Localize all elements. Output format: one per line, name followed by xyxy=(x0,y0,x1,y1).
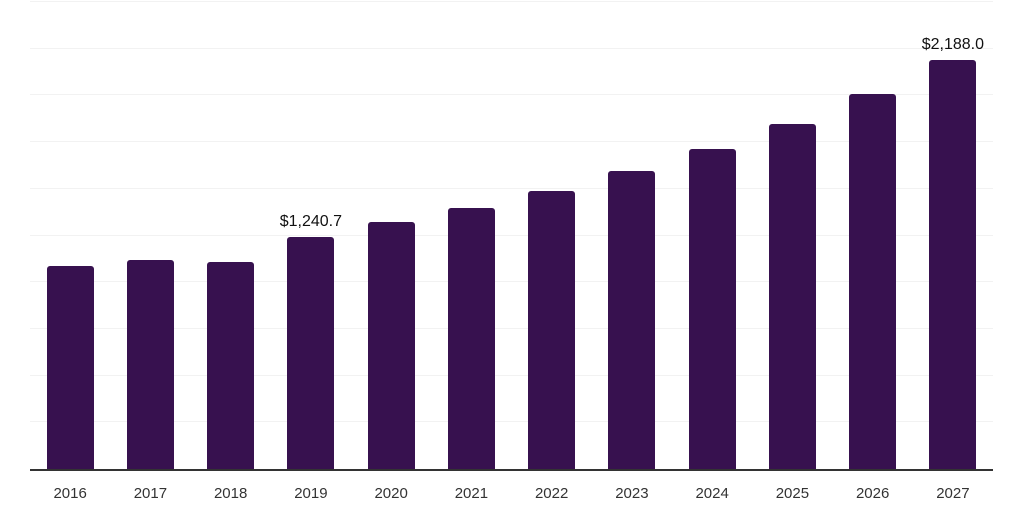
x-tick-2025: 2025 xyxy=(775,485,810,502)
bar-2019 xyxy=(287,237,335,469)
x-tick-2023: 2023 xyxy=(615,485,649,502)
gridline-1000 xyxy=(30,281,993,283)
bar-2023 xyxy=(608,170,656,469)
gridline-500 xyxy=(30,374,993,376)
gridline-1250 xyxy=(30,234,993,236)
bar-2025 xyxy=(768,123,816,469)
x-tick-2026: 2026 xyxy=(855,485,890,502)
gridline-250 xyxy=(30,421,993,423)
x-tick-2022: 2022 xyxy=(534,485,569,502)
gridline-2000 xyxy=(30,94,993,96)
x-tick-2019: 2019 xyxy=(294,485,328,502)
x-axis-line xyxy=(30,469,993,471)
bar-2024 xyxy=(688,149,736,469)
data-label-2019: $1,240.7 xyxy=(279,213,343,231)
bar-2026 xyxy=(849,94,897,469)
x-tick-2024: 2024 xyxy=(695,485,729,502)
x-tick-2021: 2021 xyxy=(454,485,489,502)
x-tick-2020: 2020 xyxy=(374,485,408,502)
x-tick-2018: 2018 xyxy=(213,485,248,502)
bar-2027 xyxy=(929,60,977,469)
gridline-1500 xyxy=(30,187,993,189)
gridline-2500 xyxy=(30,1,993,2)
gridline-750 xyxy=(30,327,993,329)
gridline-1750 xyxy=(30,141,993,143)
x-tick-2027: 2027 xyxy=(936,485,970,502)
gridline-2250 xyxy=(30,47,993,49)
x-tick-2016: 2016 xyxy=(53,485,87,502)
data-label-2027: $2,188.0 xyxy=(921,36,985,54)
bar-2020 xyxy=(367,222,415,469)
bar-2017 xyxy=(126,260,174,469)
bar-2021 xyxy=(447,208,495,469)
x-tick-2017: 2017 xyxy=(133,485,168,502)
bar-2022 xyxy=(528,191,576,469)
bar-2016 xyxy=(46,266,94,469)
bar-2018 xyxy=(207,262,255,469)
plot-area: $1,240.7 $2,188.0 xyxy=(30,1,993,469)
